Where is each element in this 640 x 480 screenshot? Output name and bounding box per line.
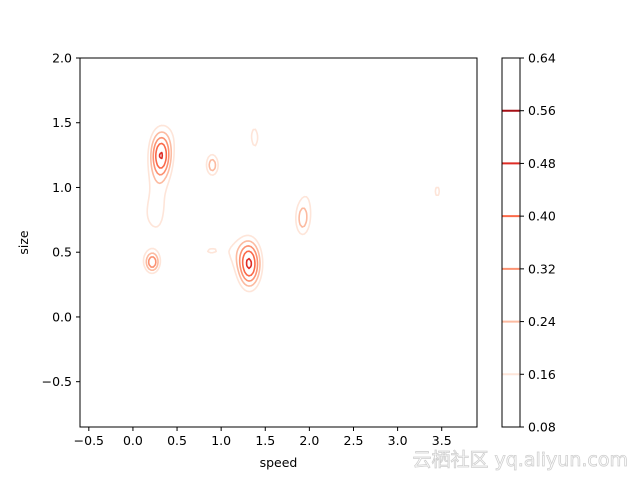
x-tick-label: 0.0: [123, 433, 143, 448]
y-tick-label: 2.0: [52, 51, 72, 66]
x-tick-label: −0.5: [74, 433, 104, 448]
colorbar-tick-label: 0.40: [528, 209, 556, 224]
colorbar: 0.08 0.16 0.24 0.32 0.40 0.48 0.56 0.64: [501, 51, 556, 435]
colorbar-tick-label: 0.32: [528, 261, 556, 276]
plot-frame: [79, 57, 478, 428]
x-axis-label: speed: [260, 455, 298, 470]
x-tick-label: 3.0: [388, 433, 408, 448]
y-tick-label: 0.5: [52, 245, 72, 260]
y-tick-label: 0.0: [52, 309, 72, 324]
x-tick-label: 0.5: [167, 433, 187, 448]
contour-level-1: [145, 131, 308, 287]
colorbar-background: [502, 58, 520, 427]
y-tick-label: 1.0: [52, 180, 72, 195]
x-tick-label: 2.0: [299, 433, 319, 448]
x-tick-label: 2.5: [344, 433, 364, 448]
y-tick-label: −0.5: [42, 374, 72, 389]
y-axis-label: size: [16, 230, 31, 255]
x-axis-ticks: −0.5 0.0 0.5 1.0 1.5 2.0 2.5 3.0 3.5: [74, 427, 452, 448]
y-tick-label: 1.5: [52, 115, 72, 130]
x-tick-label: 1.5: [255, 433, 275, 448]
x-tick-label: 3.5: [432, 433, 452, 448]
y-axis-ticks: −0.5 0.0 0.5 1.0 1.5 2.0: [42, 51, 80, 389]
colorbar-tick-label: 0.48: [528, 156, 556, 171]
x-tick-label: 1.0: [211, 433, 231, 448]
contour-lines: [142, 124, 441, 293]
contour-level-2: [147, 136, 259, 282]
colorbar-tick-label: 0.64: [528, 51, 556, 66]
colorbar-tick-label: 0.08: [528, 420, 556, 435]
colorbar-tick-label: 0.56: [528, 103, 556, 118]
colorbar-frame: [501, 57, 521, 428]
contour-level-4: [158, 151, 253, 270]
colorbar-tick-label: 0.24: [528, 314, 556, 329]
watermark: 云栖社区 yq.aliyun.com: [412, 449, 628, 471]
contour-level-0: [142, 124, 441, 293]
contour-level-3: [154, 142, 256, 277]
colorbar-tick-label: 0.16: [528, 367, 556, 382]
